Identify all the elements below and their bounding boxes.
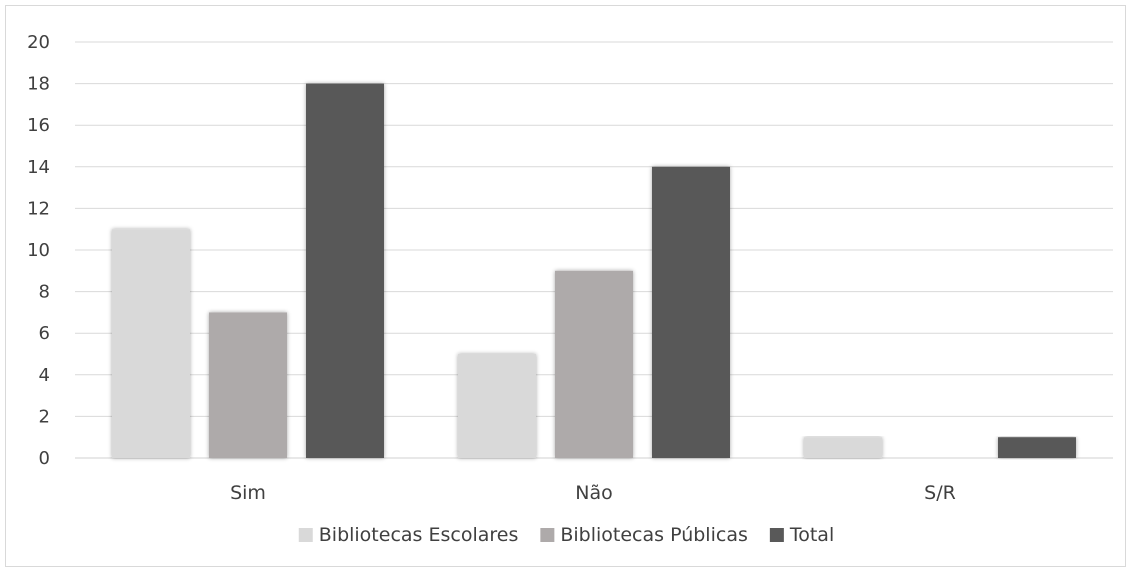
y-tick-label: 14 [27, 157, 50, 178]
bar-bibliotecas-p-blicas-n-o [555, 270, 633, 458]
bar-total-sim [306, 83, 384, 458]
y-tick-label: 12 [27, 198, 50, 219]
bar-bibliotecas-escolares-sim [112, 229, 190, 458]
y-tick-label: 18 [27, 74, 50, 95]
legend-item: Total [769, 524, 834, 546]
legend: Bibliotecas Escolares Bibliotecas Pública… [298, 524, 834, 546]
legend-label: Bibliotecas Públicas [560, 524, 748, 546]
x-axis-ticks: Sim Não S/R [230, 482, 956, 504]
y-tick-label: 8 [39, 282, 50, 303]
y-tick-label: 0 [39, 448, 50, 469]
bar-chart: 0 2 4 6 8 10 12 14 16 18 20 Sim Não S/R Bibliotecas … [27, 32, 1113, 546]
y-tick-label: 16 [27, 115, 50, 136]
y-tick-label: 2 [39, 406, 50, 427]
chart-frame: 0 2 4 6 8 10 12 14 16 18 20 Sim Não S/R Bibliotecas … [5, 5, 1126, 567]
legend-label: Total [789, 524, 834, 546]
y-tick-label: 4 [39, 365, 50, 386]
legend-swatch [769, 528, 784, 542]
legend-swatch [540, 528, 555, 542]
bars [112, 83, 1076, 459]
bar-bibliotecas-escolares-n-o [458, 354, 536, 458]
legend-swatch [298, 528, 313, 542]
x-tick-label: Sim [230, 482, 266, 504]
y-tick-label: 10 [27, 240, 50, 261]
bar-bibliotecas-p-blicas-sim [209, 312, 287, 458]
legend-item: Bibliotecas Escolares [298, 524, 519, 546]
legend-item: Bibliotecas Públicas [540, 524, 748, 546]
legend-label: Bibliotecas Escolares [319, 524, 519, 546]
x-tick-label: Não [575, 482, 612, 504]
bar-total-n-o [652, 166, 730, 459]
y-tick-label: 20 [27, 32, 50, 53]
y-axis-ticks: 0 2 4 6 8 10 12 14 16 18 20 [27, 32, 50, 469]
x-tick-label: S/R [924, 482, 956, 504]
bar-total-s-r [998, 437, 1076, 458]
bar-bibliotecas-escolares-s-r [804, 437, 882, 458]
y-tick-label: 6 [39, 323, 50, 344]
